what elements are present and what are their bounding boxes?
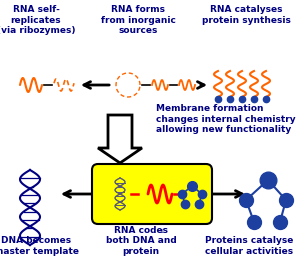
Text: RNA forms
from inorganic
sources: RNA forms from inorganic sources <box>100 5 176 35</box>
Text: RNA catalyses
protein synthesis: RNA catalyses protein synthesis <box>202 5 290 25</box>
Text: 1: 1 <box>159 229 163 234</box>
Text: RNA self-
replicates
(via ribozymes): RNA self- replicates (via ribozymes) <box>0 5 75 35</box>
Text: DNA becomes
master template: DNA becomes master template <box>0 236 79 256</box>
FancyBboxPatch shape <box>92 164 212 224</box>
Polygon shape <box>98 115 142 163</box>
Text: RNA codes
both DNA and
protein: RNA codes both DNA and protein <box>106 226 176 256</box>
Text: Proteins catalyse
cellular activities: Proteins catalyse cellular activities <box>205 236 293 256</box>
Text: Membrane formation
changes internal chemistry
allowing new functionality: Membrane formation changes internal chem… <box>156 104 296 134</box>
